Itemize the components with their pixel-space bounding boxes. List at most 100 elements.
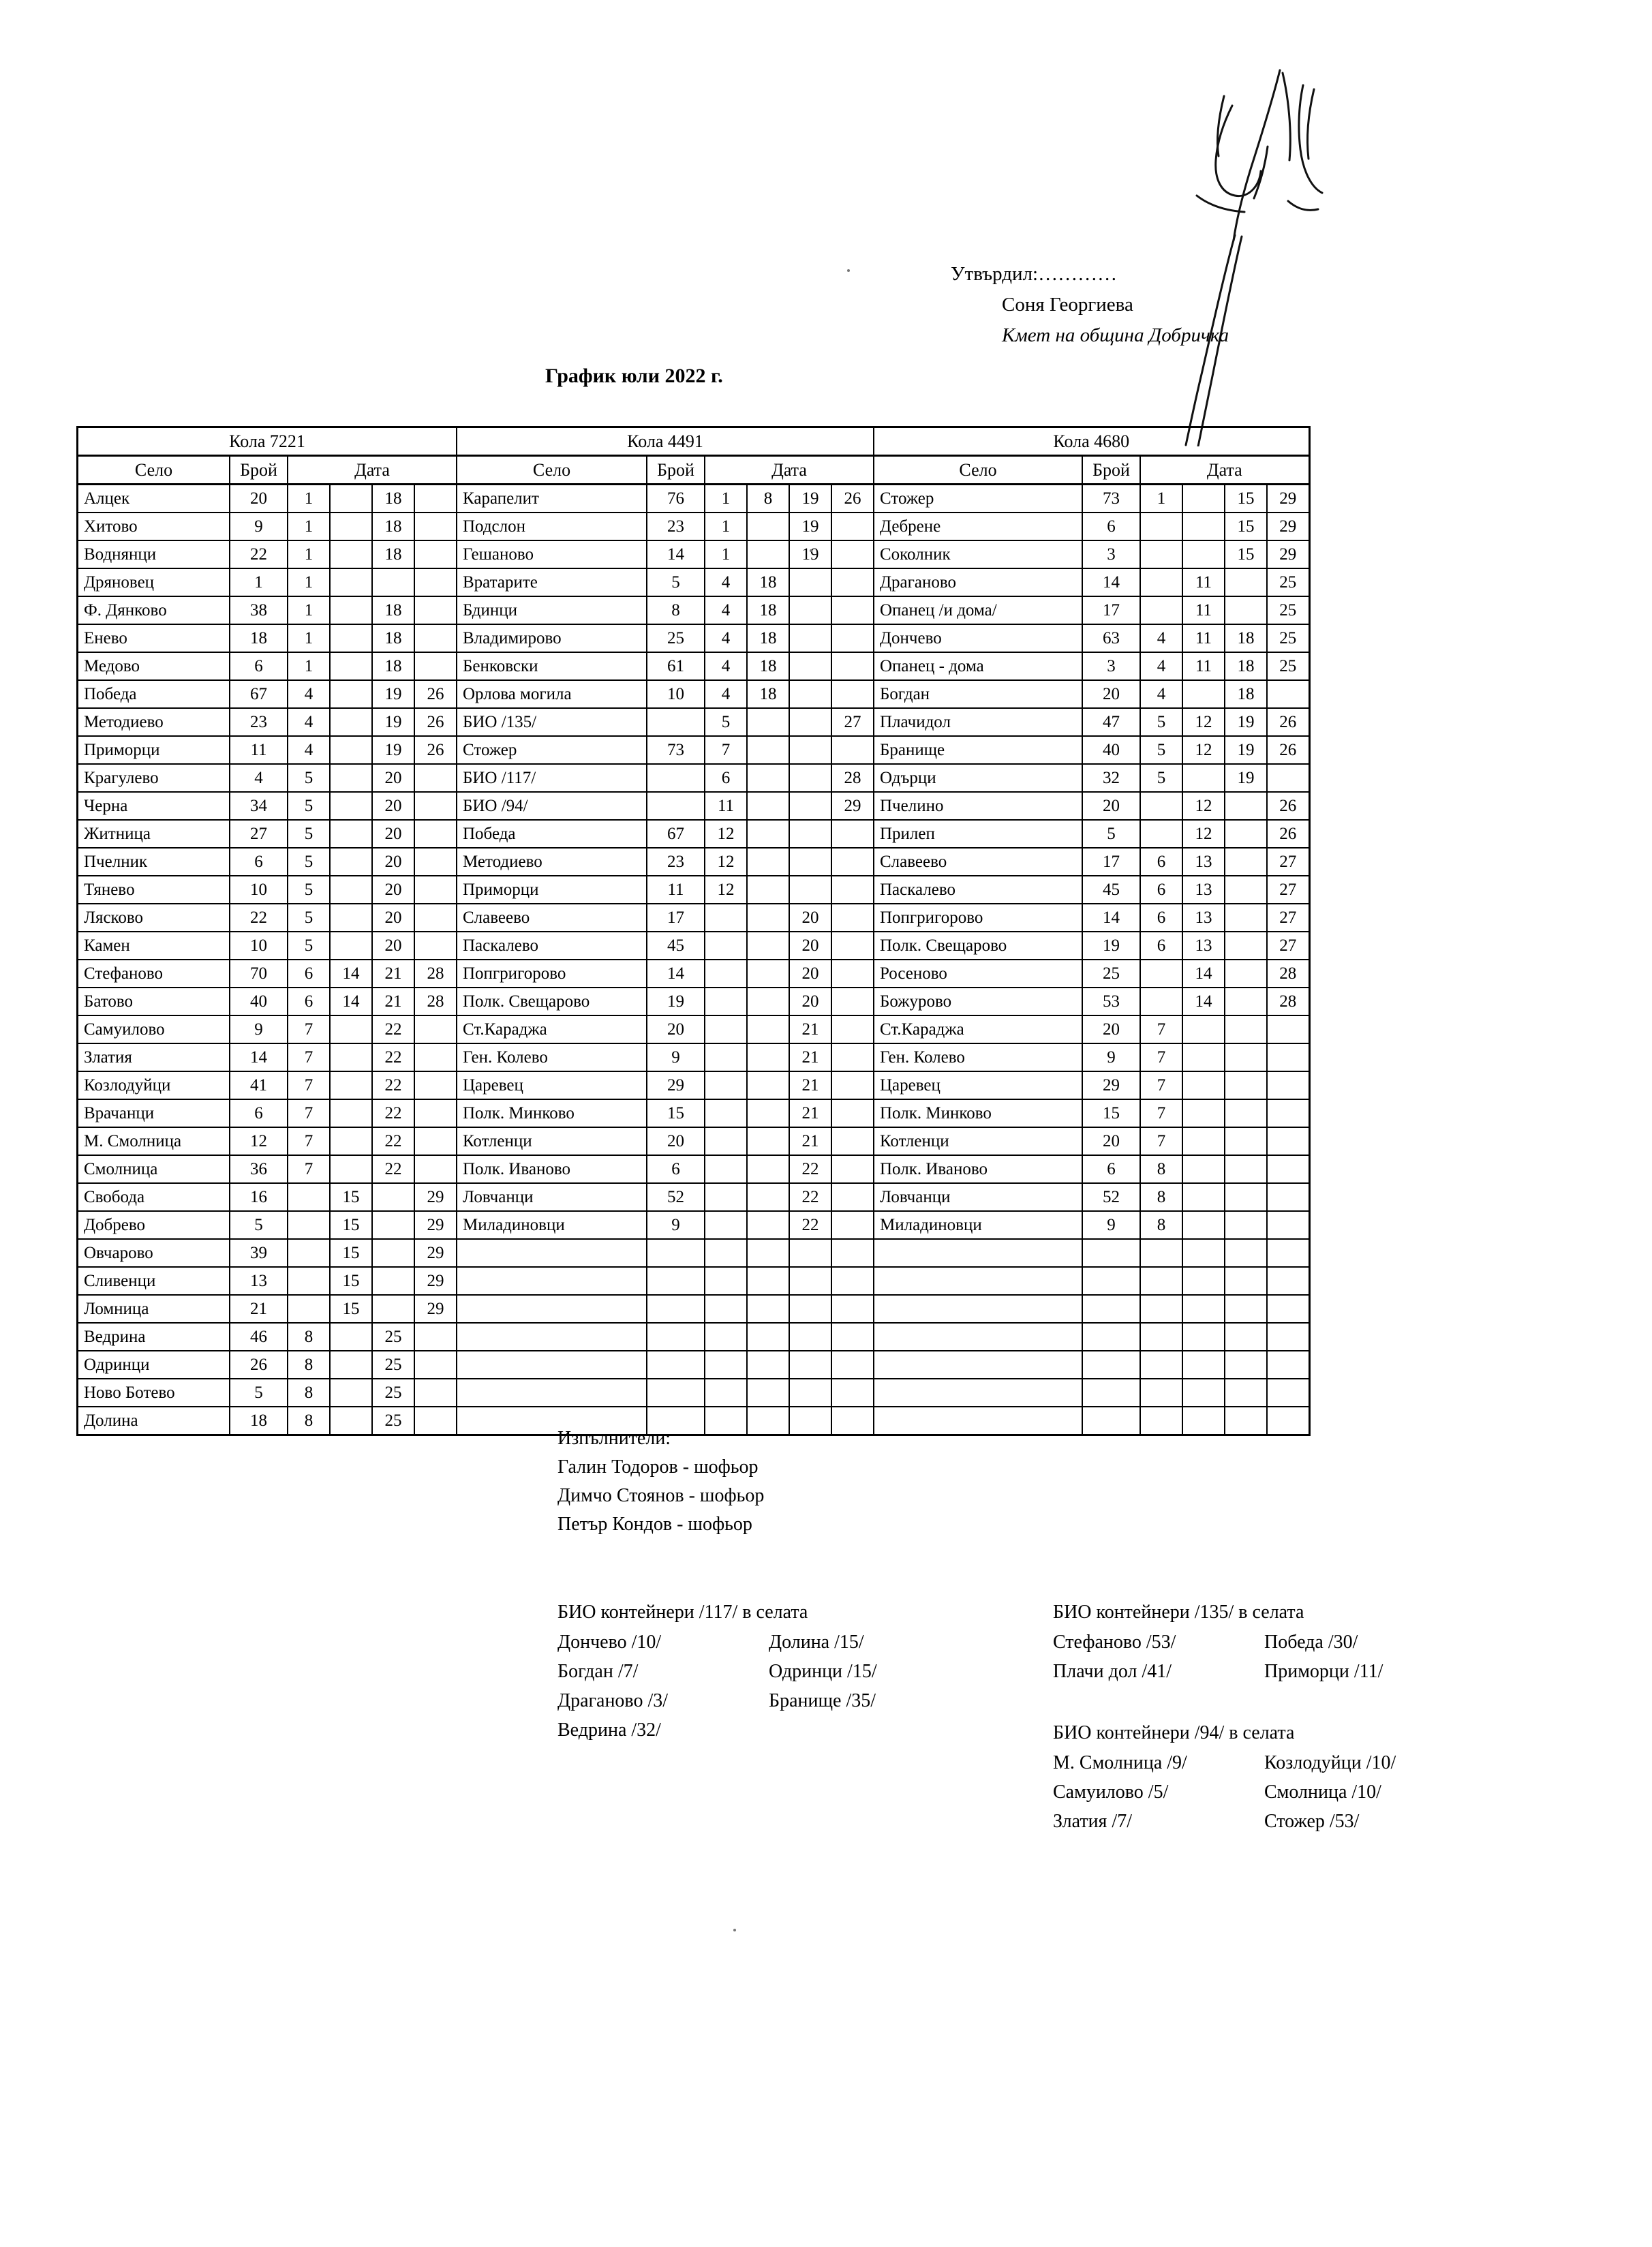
cell-village: Котленци: [874, 1127, 1083, 1156]
cell-date: 14: [330, 988, 373, 1016]
cell-village: Победа: [78, 680, 230, 709]
cell-date: [330, 1351, 373, 1379]
column-header-date: Дата: [288, 455, 457, 485]
cell-date: [831, 680, 874, 709]
cell-date: 6: [705, 764, 748, 793]
cell-count: 52: [647, 1183, 705, 1212]
cell-date: 22: [372, 1071, 415, 1100]
cell-date: [747, 1183, 790, 1212]
cell-empty: [1267, 1351, 1311, 1379]
table-row: Бенковски 61 4 18: [457, 652, 874, 681]
cell-date: 25: [372, 1407, 415, 1436]
bio-village-left: Самуилово /5/: [1053, 1782, 1169, 1803]
cell-date: [330, 1015, 373, 1044]
car-header: Кола 4680: [874, 428, 1311, 457]
cell-date: [1182, 1071, 1225, 1100]
table-row: М. Смолница 12 7 22: [78, 1127, 457, 1156]
cell-date: 26: [414, 708, 457, 737]
cell-count: 14: [647, 540, 705, 569]
cell-date: 8: [288, 1379, 331, 1407]
cell-date: 1: [288, 513, 331, 541]
cell-village: Владимирово: [457, 624, 647, 653]
cell-empty: [1225, 1323, 1268, 1351]
table-row: Попгригорово 14 6 13 27: [874, 904, 1311, 932]
bio-village-left: Златия /7/: [1053, 1811, 1132, 1832]
cell-count: 23: [230, 708, 288, 737]
table-row: Енево 18 1 18: [78, 624, 457, 653]
cell-village: Полк. Иваново: [874, 1155, 1083, 1184]
cell-date: [831, 736, 874, 765]
table-row: Черна 34 5 20: [78, 792, 457, 821]
page-title: График юли 2022 г.: [545, 365, 723, 387]
cell-date: [414, 848, 457, 876]
cell-date: [705, 960, 748, 988]
cell-date: 12: [1182, 708, 1225, 737]
table-row: Ведрина 46 8 25: [78, 1323, 457, 1351]
cell-empty: [1082, 1239, 1141, 1268]
cell-village: Пчелник: [78, 848, 230, 876]
cell-date: 4: [705, 652, 748, 681]
cell-date: 7: [1140, 1071, 1183, 1100]
cell-count: 17: [1082, 848, 1141, 876]
cell-count: 32: [1082, 764, 1141, 793]
cell-date: 19: [372, 680, 415, 709]
cell-empty: [1140, 1295, 1183, 1324]
column-header-village: Село: [457, 455, 647, 485]
approval-block: Утвърдил:………… Соня Георгиева Кмет на общ…: [951, 259, 1229, 351]
table-row: Ловчанци 52 22: [457, 1183, 874, 1212]
cell-date: [414, 1379, 457, 1407]
cell-date: 28: [1267, 960, 1311, 988]
cell-date: 5: [1140, 736, 1183, 765]
cell-date: 29: [831, 792, 874, 821]
cell-date: [414, 513, 457, 541]
cell-date: 1: [288, 484, 331, 513]
table-row: Смолница 36 7 22: [78, 1155, 457, 1184]
cell-date: [1267, 1183, 1311, 1212]
cell-count: 6: [230, 1099, 288, 1128]
cell-village: Приморци: [78, 736, 230, 765]
cell-village: Методиево: [457, 848, 647, 876]
cell-date: 19: [372, 736, 415, 765]
cell-date: [414, 1323, 457, 1351]
cell-date: [414, 596, 457, 625]
bio-containers-117: БИО контейнери /117/ в селата Дончево /10…: [557, 1602, 877, 1741]
cell-date: 5: [288, 904, 331, 932]
cell-empty: [1082, 1323, 1141, 1351]
cell-date: 6: [1140, 848, 1183, 876]
cell-count: 25: [647, 624, 705, 653]
cell-date: [705, 904, 748, 932]
cell-date: 21: [372, 960, 415, 988]
cell-date: 4: [705, 624, 748, 653]
cell-date: [330, 1127, 373, 1156]
cell-date: [1267, 680, 1311, 709]
cell-date: 12: [705, 820, 748, 849]
cell-village: Свобода: [78, 1183, 230, 1212]
cell-empty: [789, 1323, 832, 1351]
cell-date: 4: [1140, 652, 1183, 681]
cell-empty: [1225, 1239, 1268, 1268]
table-row: Победа 67 4 19 26: [78, 680, 457, 709]
cell-date: [414, 540, 457, 569]
cell-count: 38: [230, 596, 288, 625]
cell-count: 6: [1082, 513, 1141, 541]
cell-count: 45: [647, 932, 705, 960]
cell-date: [414, 876, 457, 904]
cell-date: 13: [1182, 848, 1225, 876]
table-row: Ст.Караджа 20 7: [874, 1015, 1311, 1044]
cell-date: 27: [831, 708, 874, 737]
bio-village-right: Стожер /53/: [1264, 1811, 1360, 1832]
cell-date: 7: [705, 736, 748, 765]
column-header-village: Село: [78, 455, 230, 485]
cell-count: 19: [1082, 932, 1141, 960]
cell-date: 26: [1267, 792, 1311, 821]
cell-date: [747, 1127, 790, 1156]
cell-date: [330, 1071, 373, 1100]
cell-date: 26: [831, 484, 874, 513]
bio-village-left: Стефаново /53/: [1053, 1632, 1176, 1653]
cell-empty: [831, 1351, 874, 1379]
cell-date: [831, 1071, 874, 1100]
cell-date: [1140, 960, 1183, 988]
cell-village: Царевец: [874, 1071, 1083, 1100]
cell-date: 20: [372, 820, 415, 849]
cell-village: Тяневo: [78, 876, 230, 904]
